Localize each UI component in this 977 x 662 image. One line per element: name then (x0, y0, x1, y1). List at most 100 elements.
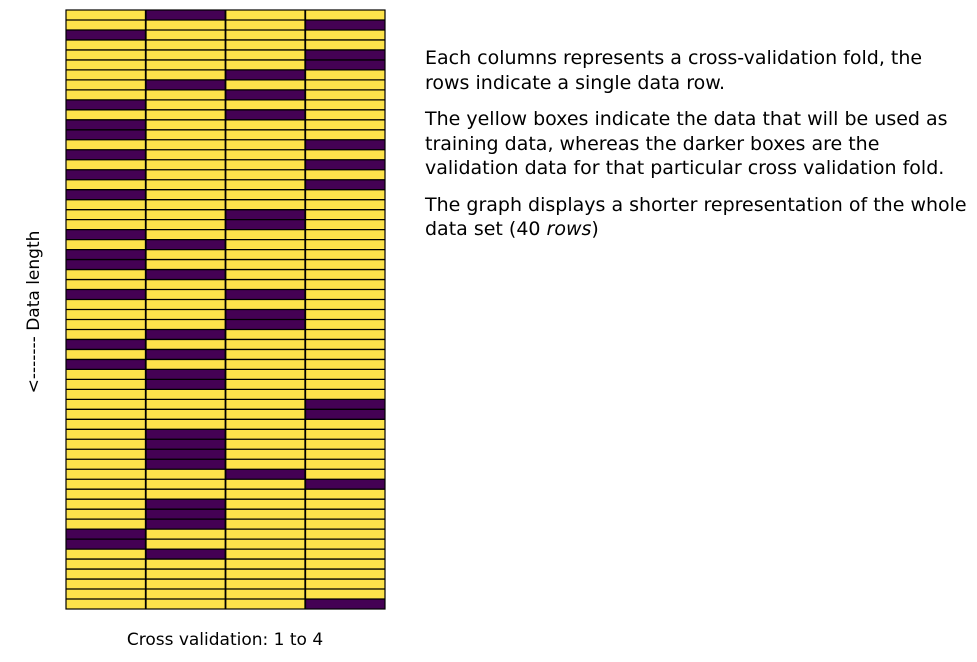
training-cell (305, 249, 385, 260)
training-cell (225, 359, 306, 370)
training-cell (145, 89, 226, 100)
training-cell (225, 179, 306, 190)
training-cell (66, 239, 146, 250)
training-cell (305, 79, 385, 90)
validation-cell (225, 469, 306, 480)
training-cell (145, 149, 226, 160)
training-cell (305, 419, 385, 430)
training-cell (66, 69, 146, 80)
training-cell (225, 509, 306, 520)
training-cell (145, 359, 226, 370)
training-cell (305, 379, 385, 390)
training-cell (225, 119, 306, 130)
heatmap-cells (66, 10, 385, 609)
training-cell (145, 49, 226, 60)
training-cell (225, 499, 306, 510)
training-cell (66, 509, 146, 520)
training-cell (305, 319, 385, 330)
description-panel: Each columns represents a cross-validati… (425, 46, 970, 254)
training-cell (305, 429, 385, 440)
training-cell (225, 49, 306, 60)
training-cell (66, 309, 146, 320)
validation-cell (66, 359, 146, 370)
training-cell (145, 399, 226, 410)
training-cell (225, 549, 306, 560)
validation-cell (225, 89, 306, 100)
training-cell (305, 189, 385, 200)
training-cell (305, 539, 385, 550)
training-cell (66, 559, 146, 570)
validation-cell (145, 519, 226, 530)
training-cell (305, 279, 385, 290)
training-cell (66, 569, 146, 580)
validation-cell (225, 109, 306, 120)
training-cell (225, 429, 306, 440)
training-cell (305, 269, 385, 280)
training-cell (225, 349, 306, 360)
training-cell (305, 109, 385, 120)
training-cell (145, 189, 226, 200)
training-cell (305, 299, 385, 310)
validation-cell (66, 149, 146, 160)
validation-cell (305, 19, 385, 30)
training-cell (305, 149, 385, 160)
training-cell (305, 339, 385, 350)
training-cell (145, 479, 226, 490)
training-cell (66, 579, 146, 590)
validation-cell (305, 179, 385, 190)
training-cell (225, 489, 306, 500)
validation-cell (66, 539, 146, 550)
training-cell (305, 569, 385, 580)
training-cell (305, 10, 385, 20)
training-cell (66, 199, 146, 210)
training-cell (66, 19, 146, 30)
validation-cell (145, 369, 226, 380)
training-cell (225, 99, 306, 110)
training-cell (66, 209, 146, 220)
validation-cell (305, 409, 385, 420)
training-cell (305, 219, 385, 230)
training-cell (66, 589, 146, 600)
training-cell (305, 199, 385, 210)
training-cell (225, 339, 306, 350)
training-cell (305, 519, 385, 530)
training-cell (66, 109, 146, 120)
training-cell (225, 409, 306, 420)
validation-cell (145, 79, 226, 90)
training-cell (145, 219, 226, 230)
validation-cell (305, 399, 385, 410)
training-cell (145, 259, 226, 270)
validation-cell (66, 99, 146, 110)
training-cell (225, 279, 306, 290)
training-cell (145, 289, 226, 300)
training-cell (305, 589, 385, 600)
description-paragraph-3: The graph displays a shorter representat… (425, 193, 970, 242)
training-cell (225, 389, 306, 400)
validation-cell (145, 269, 226, 280)
training-cell (225, 439, 306, 450)
training-cell (66, 369, 146, 380)
training-cell (225, 539, 306, 550)
training-cell (66, 219, 146, 230)
training-cell (225, 379, 306, 390)
training-cell (145, 159, 226, 170)
validation-cell (145, 439, 226, 450)
training-cell (225, 329, 306, 340)
training-cell (225, 10, 306, 20)
training-cell (66, 479, 146, 490)
validation-cell (66, 259, 146, 270)
training-cell (225, 559, 306, 570)
training-cell (225, 169, 306, 180)
training-cell (66, 79, 146, 90)
training-cell (66, 299, 146, 310)
validation-cell (145, 10, 226, 20)
training-cell (66, 599, 146, 609)
training-cell (145, 179, 226, 190)
validation-cell (145, 459, 226, 470)
training-cell (66, 319, 146, 330)
training-cell (225, 79, 306, 90)
training-cell (145, 99, 226, 110)
training-cell (305, 389, 385, 400)
training-cell (145, 169, 226, 180)
y-axis-label: <------- Data length (24, 231, 44, 394)
